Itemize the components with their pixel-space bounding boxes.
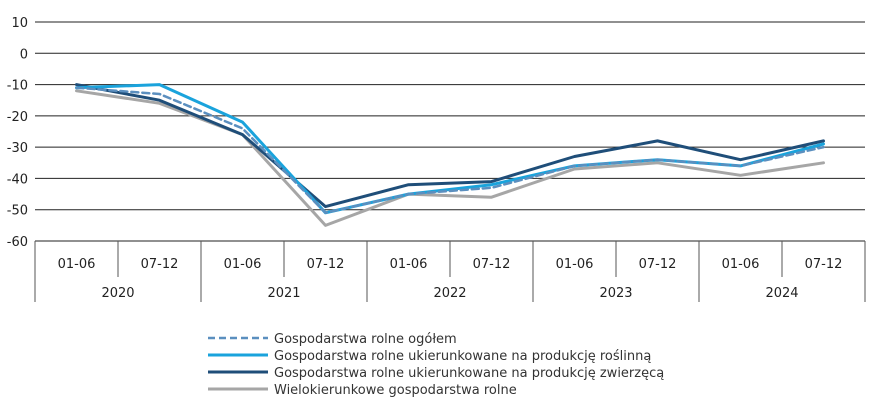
legend-label-1: Gospodarstwa rolne ogółem <box>274 332 457 347</box>
y-tick-label: -10 <box>7 79 28 94</box>
x-tick-label: 07-12 <box>805 257 843 272</box>
series-line-2 <box>75 83 825 215</box>
y-tick-label: -20 <box>7 110 28 125</box>
x-axis: 01-06 07-12 01-06 07-12 01-06 07-12 01-06 07-12… <box>34 241 866 302</box>
x-tick-label: 01-06 <box>58 257 96 272</box>
x-year-label: 2020 <box>101 286 134 301</box>
x-tick-label: 01-06 <box>390 257 428 272</box>
series-lines <box>75 83 825 227</box>
x-tick-label: 07-12 <box>307 257 345 272</box>
x-tick-label: 07-12 <box>639 257 677 272</box>
x-year-label: 2024 <box>765 286 798 301</box>
x-tick-label: 01-06 <box>556 257 594 272</box>
y-tick-label: -30 <box>7 141 28 156</box>
x-year-label: 2022 <box>433 286 466 301</box>
y-tick-label: -40 <box>7 172 28 187</box>
series-line-1 <box>75 86 825 215</box>
x-year-label: 2021 <box>267 286 300 301</box>
y-tick-label: 10 <box>11 16 28 31</box>
x-year-label: 2023 <box>599 286 632 301</box>
x-tick-label: 07-12 <box>473 257 511 272</box>
x-tick-label: 01-06 <box>722 257 760 272</box>
y-tick-label: 0 <box>20 47 28 62</box>
legend: Gospodarstwa rolne ogółem Gospodarstwa ro… <box>208 332 664 398</box>
x-tick-label: 01-06 <box>224 257 262 272</box>
legend-label-4: Wielokierunkowe gospodarstwa rolne <box>274 383 517 398</box>
grid-lines <box>35 21 865 242</box>
y-tick-label: -50 <box>7 204 28 219</box>
y-axis: 10 0 -10 -20 -30 -40 -50 -60 <box>7 16 28 250</box>
legend-label-2: Gospodarstwa rolne ukierunkowane na prod… <box>274 349 651 364</box>
x-tick-label: 07-12 <box>141 257 179 272</box>
y-tick-label: -60 <box>7 235 28 250</box>
series-line-3 <box>75 83 825 209</box>
legend-label-3: Gospodarstwa rolne ukierunkowane na prod… <box>274 366 664 381</box>
